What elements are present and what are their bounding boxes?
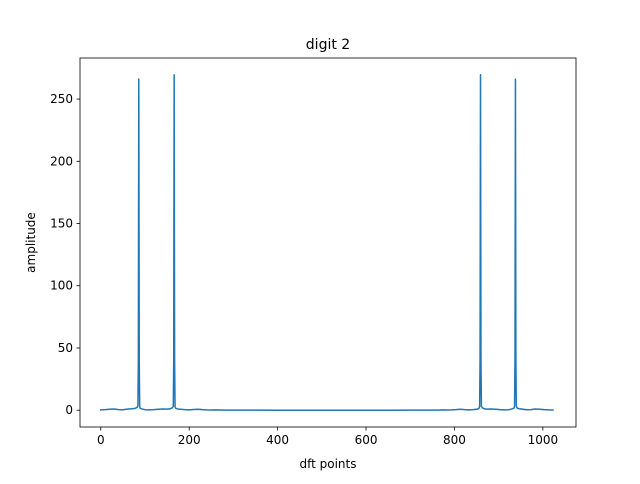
series-line-0 bbox=[99, 74, 554, 411]
x-tick-label: 400 bbox=[266, 433, 289, 447]
x-tick-label: 200 bbox=[178, 433, 201, 447]
y-tick-label: 200 bbox=[50, 154, 73, 168]
x-axis-label: dft points bbox=[299, 457, 356, 471]
chart-title: digit 2 bbox=[306, 37, 350, 53]
plot-frame bbox=[79, 57, 577, 428]
x-tick-label: 800 bbox=[443, 433, 466, 447]
y-axis-label: amplitude bbox=[24, 212, 38, 273]
x-tick-label: 1000 bbox=[528, 433, 559, 447]
plot-area bbox=[80, 58, 576, 427]
series-layer bbox=[99, 74, 554, 411]
y-tick-label: 250 bbox=[50, 92, 73, 106]
x-axis-ticks: 0 200 400 600 800 1000 bbox=[97, 427, 558, 447]
x-tick-label: 600 bbox=[355, 433, 378, 447]
x-tick-label: 0 bbox=[97, 433, 105, 447]
y-tick-label: 0 bbox=[65, 403, 73, 417]
y-axis-ticks: 0 50 100 150 200 250 bbox=[50, 92, 80, 417]
y-tick-label: 150 bbox=[50, 217, 73, 231]
y-tick-label: 50 bbox=[58, 341, 73, 355]
y-tick-label: 100 bbox=[50, 279, 73, 293]
